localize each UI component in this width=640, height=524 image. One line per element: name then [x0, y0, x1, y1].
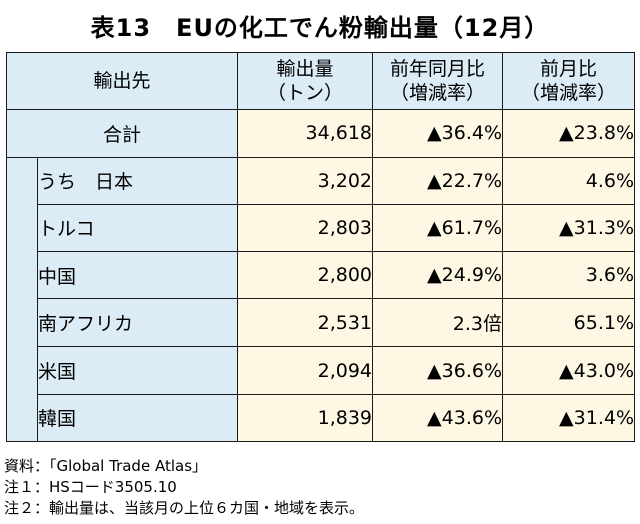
table-title: 表13 EUの化工でん粉輸出量（12月）: [90, 14, 550, 42]
cell-mom: ▲43.0%: [502, 346, 636, 395]
cell-mom: ▲23.8%: [502, 109, 636, 158]
note-hs-code: 注１：HSコード3505.10: [4, 478, 177, 496]
header-row: 輸出先 輸出量 （トン） 前年同月比 （増減率） 前月比 （増減率）: [5, 51, 636, 111]
cell-mom: 65.1%: [502, 298, 636, 348]
cell-quantity: 3,202: [237, 156, 374, 205]
header-quantity-line2: （トン）: [267, 82, 344, 105]
table-row: 韓国 1,839 ▲43.6% ▲31.4%: [6, 393, 636, 443]
cell-mom: ▲31.4%: [502, 393, 636, 443]
header-destination: 輸出先: [5, 51, 239, 111]
row-label-korea: 韓国: [36, 393, 239, 443]
header-yoy-line1: 前年同月比: [390, 58, 486, 81]
table-row: 南アフリカ 2,531 2.3倍 65.1%: [6, 298, 636, 348]
cell-yoy: ▲61.7%: [372, 203, 504, 252]
cell-quantity: 2,094: [237, 346, 374, 395]
cell-mom: 4.6%: [502, 156, 636, 205]
indent-spine: [6, 156, 38, 205]
header-mom-line2: （増減率）: [521, 82, 617, 105]
table-row: 中国 2,800 ▲24.9% 3.6%: [6, 250, 636, 300]
cell-yoy: ▲36.4%: [372, 109, 504, 158]
header-yoy-line2: （増減率）: [390, 82, 486, 105]
header-yoy: 前年同月比 （増減率）: [372, 51, 504, 111]
row-label-japan: うち 日本: [36, 156, 239, 205]
cell-quantity: 2,800: [237, 250, 374, 300]
indent-spine: [6, 204, 38, 252]
cell-yoy: ▲22.7%: [372, 156, 504, 205]
cell-yoy: ▲43.6%: [372, 393, 504, 443]
export-table: 輸出先 輸出量 （トン） 前年同月比 （増減率） 前月比 （増減率） 合計 34…: [5, 51, 636, 443]
header-quantity: 輸出量 （トン）: [237, 51, 374, 111]
indent-spine: [6, 298, 38, 347]
indent-spine: [6, 251, 38, 299]
indent-spine: [6, 394, 38, 443]
indent-spine: [6, 346, 38, 395]
cell-mom: ▲31.3%: [502, 203, 636, 252]
header-mom-line1: 前月比: [540, 58, 598, 81]
table-row: 合計 34,618 ▲36.4% ▲23.8%: [5, 109, 636, 158]
cell-quantity: 1,839: [237, 393, 374, 443]
cell-yoy: ▲36.6%: [372, 346, 504, 395]
row-label-south-africa: 南アフリカ: [36, 298, 239, 348]
table-row: トルコ 2,803 ▲61.7% ▲31.3%: [6, 203, 636, 252]
row-label-china: 中国: [36, 250, 239, 300]
row-label-turkey: トルコ: [36, 203, 239, 252]
note-ranking: 注２：輸出量は、当該月の上位６カ国・地域を表示。: [4, 499, 365, 517]
header-quantity-line1: 輸出量: [276, 58, 334, 81]
cell-yoy: ▲24.9%: [372, 250, 504, 300]
cell-quantity: 2,531: [237, 298, 374, 348]
cell-mom: 3.6%: [502, 250, 636, 300]
table-row: 米国 2,094 ▲36.6% ▲43.0%: [6, 346, 636, 395]
header-mom: 前月比 （増減率）: [502, 51, 636, 111]
table-row: うち 日本 3,202 ▲22.7% 4.6%: [6, 156, 636, 205]
cell-yoy: 2.3倍: [372, 298, 504, 348]
cell-quantity: 34,618: [237, 109, 374, 158]
cell-quantity: 2,803: [237, 203, 374, 252]
row-label-usa: 米国: [36, 346, 239, 395]
note-source: 資料：「Global Trade Atlas」: [4, 457, 208, 475]
row-label-total: 合計: [5, 109, 239, 158]
footnotes: 資料：「Global Trade Atlas」 注１：HSコード3505.10 …: [4, 456, 364, 519]
